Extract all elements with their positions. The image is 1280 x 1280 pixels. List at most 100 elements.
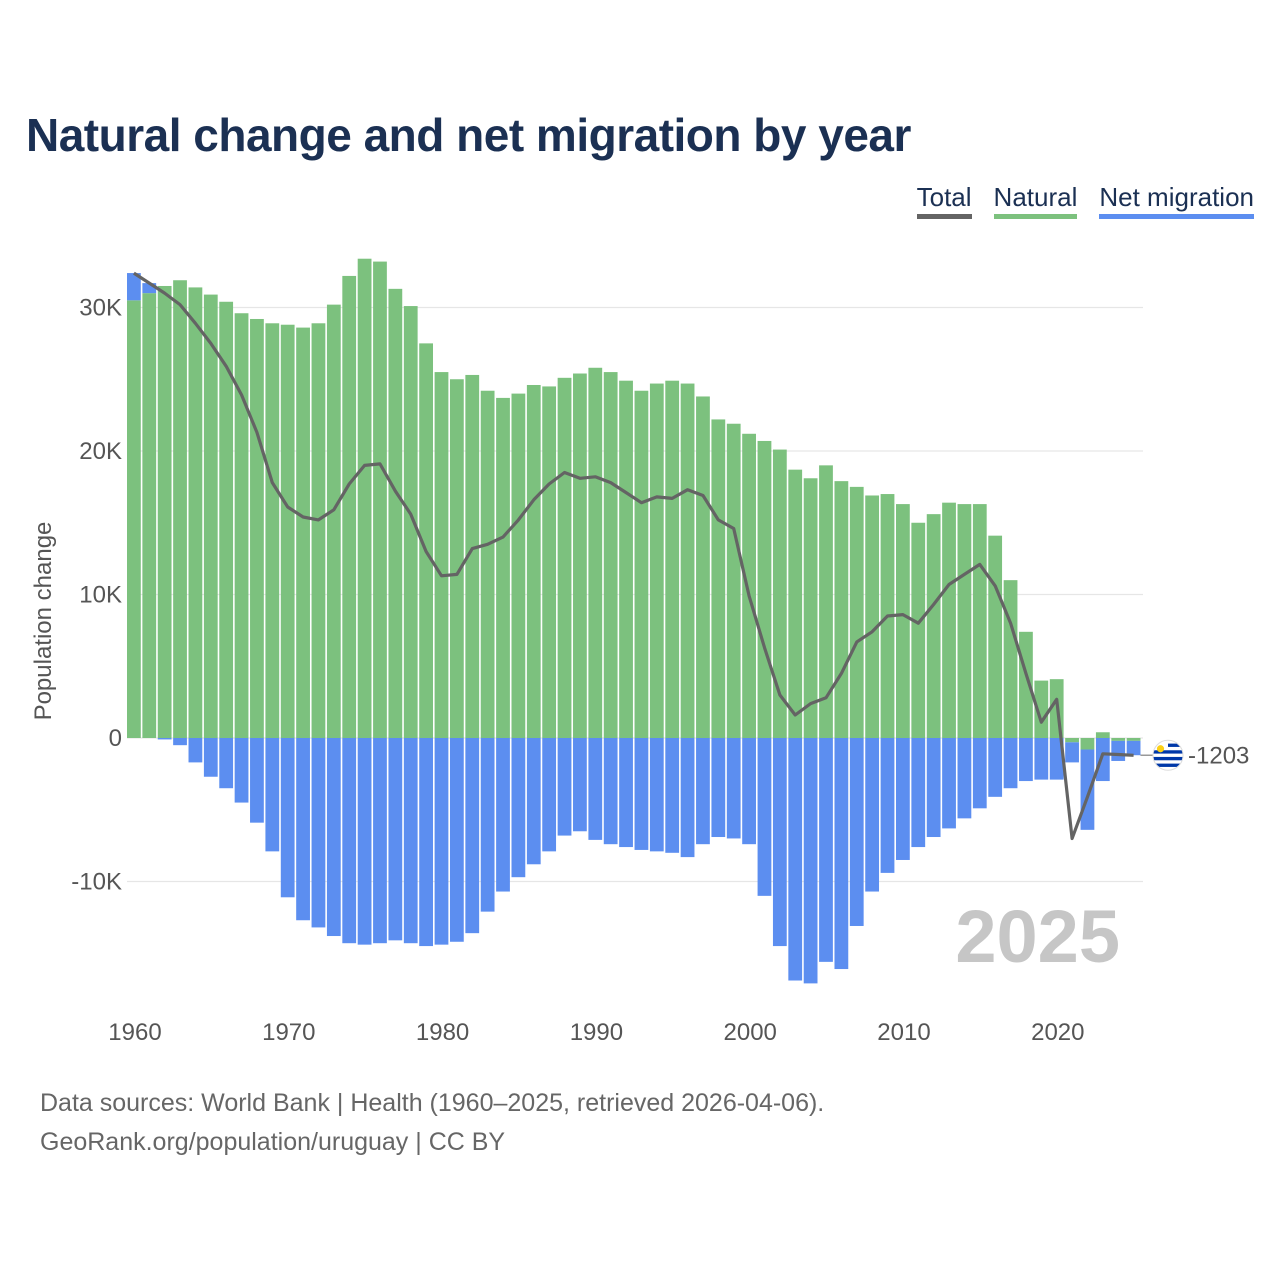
natural-bar[interactable]	[173, 280, 187, 738]
migration-bar[interactable]	[511, 738, 526, 878]
migration-bar[interactable]	[1049, 738, 1064, 780]
natural-bar[interactable]	[127, 300, 141, 738]
natural-bar[interactable]	[834, 481, 849, 738]
natural-bar[interactable]	[911, 522, 926, 738]
natural-bar[interactable]	[972, 504, 987, 738]
natural-bar[interactable]	[865, 495, 880, 738]
migration-bar[interactable]	[403, 738, 418, 944]
natural-bar[interactable]	[296, 327, 310, 738]
migration-bar[interactable]	[803, 738, 818, 984]
natural-bar[interactable]	[265, 323, 280, 738]
natural-bar[interactable]	[757, 440, 772, 738]
natural-bar[interactable]	[542, 386, 557, 738]
migration-bar[interactable]	[696, 738, 710, 845]
migration-bar[interactable]	[1034, 738, 1049, 780]
natural-bar[interactable]	[649, 383, 664, 738]
migration-bar[interactable]	[173, 738, 187, 746]
natural-bar[interactable]	[219, 301, 234, 738]
natural-bar[interactable]	[573, 373, 587, 738]
natural-bar[interactable]	[526, 384, 541, 738]
migration-bar[interactable]	[480, 738, 495, 912]
migration-bar[interactable]	[619, 738, 633, 848]
natural-bar[interactable]	[326, 304, 341, 738]
migration-bar[interactable]	[988, 738, 1003, 797]
migration-bar[interactable]	[972, 738, 987, 809]
migration-bar[interactable]	[603, 738, 618, 845]
migration-bar[interactable]	[419, 738, 433, 947]
migration-bar[interactable]	[711, 738, 726, 838]
migration-bar[interactable]	[880, 738, 895, 873]
natural-bar[interactable]	[772, 449, 787, 738]
migration-bar[interactable]	[157, 738, 172, 740]
migration-bar[interactable]	[1065, 742, 1079, 763]
natural-bar[interactable]	[142, 293, 157, 738]
natural-bar[interactable]	[419, 343, 433, 738]
migration-bar[interactable]	[819, 738, 833, 962]
migration-bar[interactable]	[311, 738, 326, 928]
natural-bar[interactable]	[942, 502, 956, 738]
migration-bar[interactable]	[665, 738, 680, 853]
natural-bar[interactable]	[449, 379, 464, 738]
migration-bar[interactable]	[957, 738, 972, 819]
migration-bar[interactable]	[726, 738, 741, 839]
migration-bar[interactable]	[342, 738, 357, 944]
migration-bar[interactable]	[1019, 738, 1033, 782]
natural-bar[interactable]	[711, 419, 726, 738]
natural-bar[interactable]	[250, 318, 264, 738]
natural-bar[interactable]	[742, 433, 756, 738]
natural-bar[interactable]	[1126, 738, 1141, 741]
migration-bar[interactable]	[742, 738, 756, 845]
natural-bar[interactable]	[1034, 680, 1049, 738]
natural-bar[interactable]	[726, 423, 741, 738]
natural-bar[interactable]	[388, 288, 403, 738]
natural-bar[interactable]	[280, 324, 295, 738]
natural-bar[interactable]	[988, 535, 1003, 738]
migration-bar[interactable]	[1095, 738, 1110, 782]
migration-bar[interactable]	[465, 738, 480, 934]
migration-bar[interactable]	[234, 738, 249, 803]
migration-bar[interactable]	[203, 738, 218, 777]
natural-bar[interactable]	[665, 380, 680, 738]
natural-bar[interactable]	[557, 377, 572, 738]
migration-bar[interactable]	[449, 738, 464, 942]
natural-bar[interactable]	[1003, 580, 1018, 738]
total-line-path[interactable]	[133, 271, 1134, 841]
migration-bar[interactable]	[573, 738, 587, 832]
migration-bar[interactable]	[634, 738, 649, 850]
migration-bar[interactable]	[357, 738, 372, 945]
natural-bar[interactable]	[849, 486, 864, 738]
natural-bar[interactable]	[957, 504, 972, 738]
natural-bar[interactable]	[203, 294, 218, 738]
natural-bar[interactable]	[480, 390, 495, 738]
natural-bar[interactable]	[342, 275, 357, 738]
migration-bar[interactable]	[942, 738, 956, 829]
migration-bar[interactable]	[250, 738, 264, 823]
migration-bar[interactable]	[326, 738, 341, 937]
natural-bar[interactable]	[434, 372, 449, 738]
migration-bar[interactable]	[849, 738, 864, 926]
natural-bar[interactable]	[619, 380, 633, 738]
migration-bar[interactable]	[588, 738, 603, 840]
migration-bar[interactable]	[911, 738, 926, 848]
migration-bar[interactable]	[1126, 740, 1141, 756]
natural-bar[interactable]	[696, 396, 710, 738]
natural-bar[interactable]	[465, 374, 480, 738]
natural-bar[interactable]	[311, 323, 326, 738]
migration-bar[interactable]	[896, 738, 910, 860]
migration-bar[interactable]	[788, 738, 803, 981]
natural-bar[interactable]	[373, 261, 387, 738]
migration-bar[interactable]	[142, 283, 157, 294]
natural-bar[interactable]	[803, 478, 818, 738]
migration-bar[interactable]	[1003, 738, 1018, 789]
migration-bar[interactable]	[388, 738, 403, 941]
natural-bar[interactable]	[588, 367, 603, 738]
natural-bar[interactable]	[511, 393, 526, 738]
natural-bar[interactable]	[403, 306, 418, 738]
migration-bar[interactable]	[926, 738, 941, 838]
natural-bar[interactable]	[188, 287, 203, 738]
natural-bar[interactable]	[1095, 732, 1110, 738]
migration-bar[interactable]	[188, 738, 203, 763]
migration-bar[interactable]	[757, 738, 772, 896]
migration-bar[interactable]	[542, 738, 557, 852]
migration-bar[interactable]	[865, 738, 880, 892]
